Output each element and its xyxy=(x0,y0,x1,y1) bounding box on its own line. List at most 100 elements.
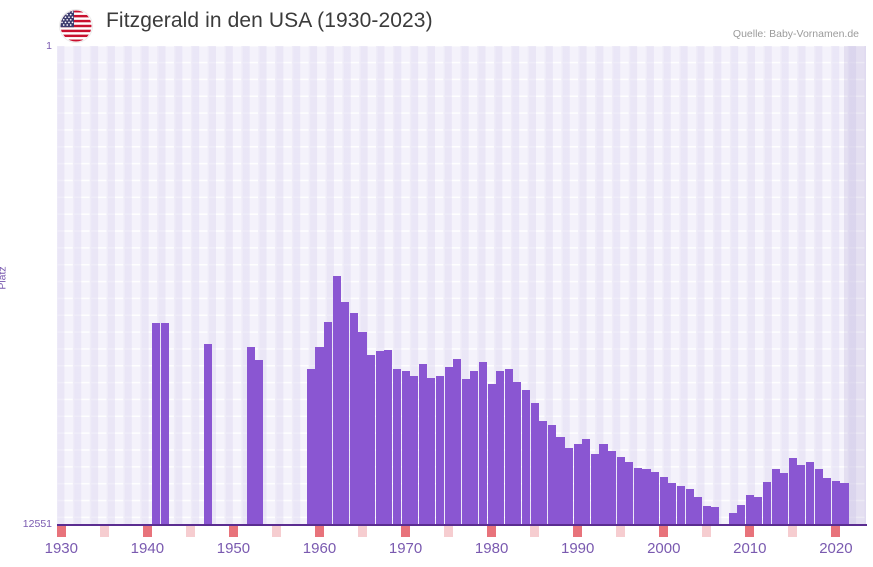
bar[interactable] xyxy=(358,332,367,525)
bar[interactable] xyxy=(668,483,677,525)
bar[interactable] xyxy=(702,506,711,525)
x-tick-major xyxy=(142,526,152,537)
bar[interactable] xyxy=(521,390,531,525)
us-flag-icon xyxy=(60,10,92,42)
bar[interactable] xyxy=(814,469,823,525)
bar[interactable] xyxy=(332,276,341,525)
x-tick-label: 1970 xyxy=(388,540,423,557)
x-tick-major xyxy=(56,526,66,537)
bar[interactable] xyxy=(831,481,840,525)
bar[interactable] xyxy=(496,371,505,525)
bar[interactable] xyxy=(410,376,419,525)
bar[interactable] xyxy=(375,351,384,525)
bar[interactable] xyxy=(711,507,720,525)
bar[interactable] xyxy=(616,457,625,525)
bar[interactable] xyxy=(349,313,358,525)
bar[interactable] xyxy=(392,369,401,525)
y-axis-bottom-label: 12551 xyxy=(22,518,52,530)
bar[interactable] xyxy=(565,448,574,525)
bar[interactable] xyxy=(246,347,255,525)
bar[interactable] xyxy=(151,323,161,525)
bar[interactable] xyxy=(762,482,772,525)
bar[interactable] xyxy=(659,477,668,525)
bar[interactable] xyxy=(367,355,376,525)
bar[interactable] xyxy=(435,376,445,525)
bar[interactable] xyxy=(642,469,651,525)
bar[interactable] xyxy=(633,468,642,525)
grid-column-bands xyxy=(57,46,866,525)
bar[interactable] xyxy=(418,364,427,525)
y-axis-top-label: 1 xyxy=(46,40,52,52)
chart-header: Fitzgerald in den USA (1930-2023) Quelle… xyxy=(0,0,873,46)
x-tick-label: 2020 xyxy=(819,540,853,557)
x-tick-minor xyxy=(702,526,712,537)
x-tick-label: 1990 xyxy=(560,540,595,557)
bar[interactable] xyxy=(745,495,754,525)
bar[interactable] xyxy=(754,497,763,525)
x-tick-major xyxy=(314,526,324,537)
bar[interactable] xyxy=(427,378,436,525)
bar[interactable] xyxy=(401,371,410,525)
bar[interactable] xyxy=(513,382,522,525)
bar[interactable] xyxy=(487,384,496,525)
bar[interactable] xyxy=(556,437,565,525)
bar[interactable] xyxy=(341,302,350,525)
bar[interactable] xyxy=(590,454,599,525)
x-tick-minor xyxy=(444,526,454,537)
bar[interactable] xyxy=(582,439,591,525)
x-tick-major xyxy=(228,526,238,537)
bar[interactable] xyxy=(160,323,169,525)
bar[interactable] xyxy=(470,371,479,525)
bar[interactable] xyxy=(461,379,470,525)
bar[interactable] xyxy=(651,472,660,525)
bar[interactable] xyxy=(685,489,694,525)
x-tick-label: 2000 xyxy=(647,540,681,557)
bar[interactable] xyxy=(806,462,815,525)
chart-title: Fitzgerald in den USA (1930-2023) xyxy=(106,9,433,32)
bar[interactable] xyxy=(539,421,548,525)
source-attribution: Quelle: Baby-Vornamen.de xyxy=(732,28,859,40)
bar[interactable] xyxy=(306,369,315,525)
bar[interactable] xyxy=(737,505,746,525)
bar[interactable] xyxy=(504,369,513,525)
bar[interactable] xyxy=(694,497,703,525)
x-tick-major xyxy=(401,526,411,537)
x-tick-label: 1980 xyxy=(474,540,509,557)
bar[interactable] xyxy=(780,473,789,525)
bar[interactable] xyxy=(255,360,264,525)
future-shade-region xyxy=(844,46,866,525)
bar[interactable] xyxy=(324,322,333,525)
bar[interactable] xyxy=(315,347,324,525)
bar[interactable] xyxy=(788,458,797,525)
x-tick-label: 1940 xyxy=(130,540,165,557)
x-tick-minor xyxy=(185,526,195,537)
bar[interactable] xyxy=(599,444,608,525)
bar[interactable] xyxy=(728,513,737,525)
x-tick-minor xyxy=(99,526,109,537)
bar[interactable] xyxy=(573,444,582,525)
x-tick-label: 1960 xyxy=(302,540,337,557)
bar[interactable] xyxy=(384,350,393,525)
bar[interactable] xyxy=(453,359,462,525)
x-tick-major xyxy=(831,526,841,537)
bar[interactable] xyxy=(478,362,488,525)
x-tick-minor xyxy=(271,526,281,537)
x-axis-ticks: 1930 1940 1950 1960 1970 1980 1990 2000 2010 2020 xyxy=(0,526,873,567)
bar[interactable] xyxy=(840,483,849,525)
bar[interactable] xyxy=(676,486,685,525)
bar[interactable] xyxy=(203,344,212,525)
bar[interactable] xyxy=(625,462,634,525)
x-tick-label: 2010 xyxy=(733,540,767,557)
x-tick-label: 1930 xyxy=(44,540,78,557)
bar[interactable] xyxy=(608,451,617,525)
x-tick-label: 1950 xyxy=(216,540,251,557)
bar[interactable] xyxy=(823,478,832,525)
x-tick-major xyxy=(487,526,497,537)
bar[interactable] xyxy=(444,367,453,525)
bar[interactable] xyxy=(797,465,806,525)
bar[interactable] xyxy=(530,403,539,525)
x-tick-major xyxy=(745,526,755,537)
bar[interactable] xyxy=(547,425,556,525)
bar[interactable] xyxy=(771,469,780,525)
